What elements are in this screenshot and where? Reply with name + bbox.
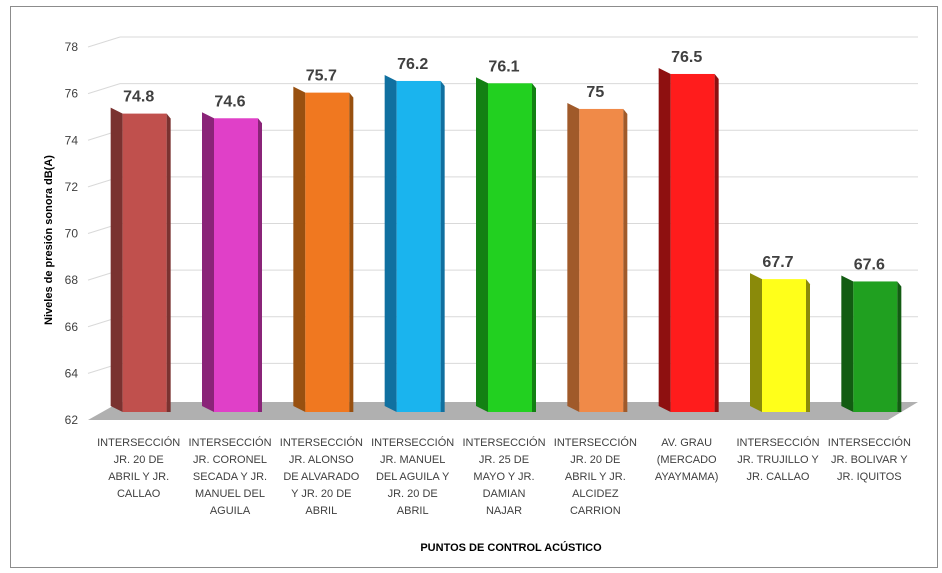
bar <box>305 92 350 413</box>
y-tick-label: 78 <box>65 40 79 54</box>
bar <box>396 80 441 413</box>
bar <box>762 279 806 412</box>
category-label: AV. GRAU (MERCADO AYAYMAMA) <box>655 437 719 483</box>
category-labels: INTERSECCIÓN JR. 20 DE ABRIL Y JR. CALLAOIN… <box>97 436 911 517</box>
bar-side <box>110 107 123 412</box>
y-tick-label: 76 <box>65 87 79 101</box>
bar <box>670 73 715 412</box>
bar-side <box>841 275 854 412</box>
bars <box>110 67 902 413</box>
category-label: INTERSECCIÓN JR. BOLIVAR Y JR. IQUITOS <box>828 436 911 483</box>
category-label: INTERSECCIÓN JR. ALONSO DE ALVARADO Y JR. 2… <box>280 436 363 517</box>
category-label: INTERSECCIÓN JR. TRUJILLO Y JR. CALLAO <box>736 436 819 483</box>
bar-edge <box>897 281 902 412</box>
category-label: INTERSECCIÓN JR. 20 DE ABRIL Y JR. ALCIDEZ C… <box>554 436 637 517</box>
grid-line <box>87 36 121 48</box>
bar <box>214 118 258 412</box>
y-tick-label: 64 <box>65 366 79 380</box>
y-tick-label: 74 <box>65 133 79 147</box>
bar-side <box>750 273 762 412</box>
y-tick-label: 70 <box>65 227 79 241</box>
y-axis-ticks: 62 64 66 68 70 72 74 76 78 <box>65 40 79 427</box>
bar <box>579 108 624 412</box>
x-axis-title: PUNTOS DE CONTROL ACÚSTICO <box>420 541 602 554</box>
bar-edge <box>166 113 171 412</box>
bar-side <box>202 112 214 412</box>
bar-edge <box>349 92 354 413</box>
data-label: 74.8 <box>123 89 154 106</box>
bar-side <box>384 74 397 413</box>
y-axis-title: Niveles de presión sonora dB(A) <box>43 155 55 325</box>
category-label: INTERSECCIÓN JR. MANUEL DEL AGUILA Y JR. 20… <box>371 436 454 517</box>
bar-side <box>658 67 671 412</box>
bar <box>853 281 898 412</box>
data-label: 75 <box>586 84 604 101</box>
category-label: INTERSECCIÓN JR. 20 DE ABRIL Y JR. CALLAO <box>97 436 180 500</box>
data-label: 75.7 <box>306 68 337 85</box>
bar-edge <box>714 73 719 412</box>
grid-line <box>87 83 121 95</box>
y-tick-label: 62 <box>65 413 79 427</box>
data-label: 67.6 <box>854 256 885 273</box>
bar-side <box>293 86 306 413</box>
data-labels: 74.8 74.6 75.7 76.2 76.1 75 76.5 67.7 67.6 <box>123 49 885 273</box>
category-label: INTERSECCIÓN JR. CORONEL SECADA Y JR. MANUE… <box>188 436 271 517</box>
bar <box>122 113 167 412</box>
bar-side <box>476 77 488 412</box>
bar-edge <box>440 80 445 413</box>
data-label: 76.5 <box>671 49 702 66</box>
data-label: 67.7 <box>762 254 793 271</box>
y-tick-label: 66 <box>65 320 79 334</box>
category-label: INTERSECCIÓN JR. 25 DE MAYO Y JR. DAMIAN NAJ… <box>462 436 545 517</box>
y-tick-label: 68 <box>65 273 79 287</box>
bar-edge <box>806 279 810 412</box>
bar-edge <box>532 83 536 412</box>
bar <box>488 83 532 412</box>
data-label: 76.2 <box>397 56 428 73</box>
data-label: 74.6 <box>214 93 245 110</box>
bar-edge <box>258 118 262 412</box>
bar-side <box>567 102 580 412</box>
y-tick-label: 72 <box>65 180 79 194</box>
data-label: 76.1 <box>488 58 519 75</box>
bar-edge <box>623 108 628 412</box>
